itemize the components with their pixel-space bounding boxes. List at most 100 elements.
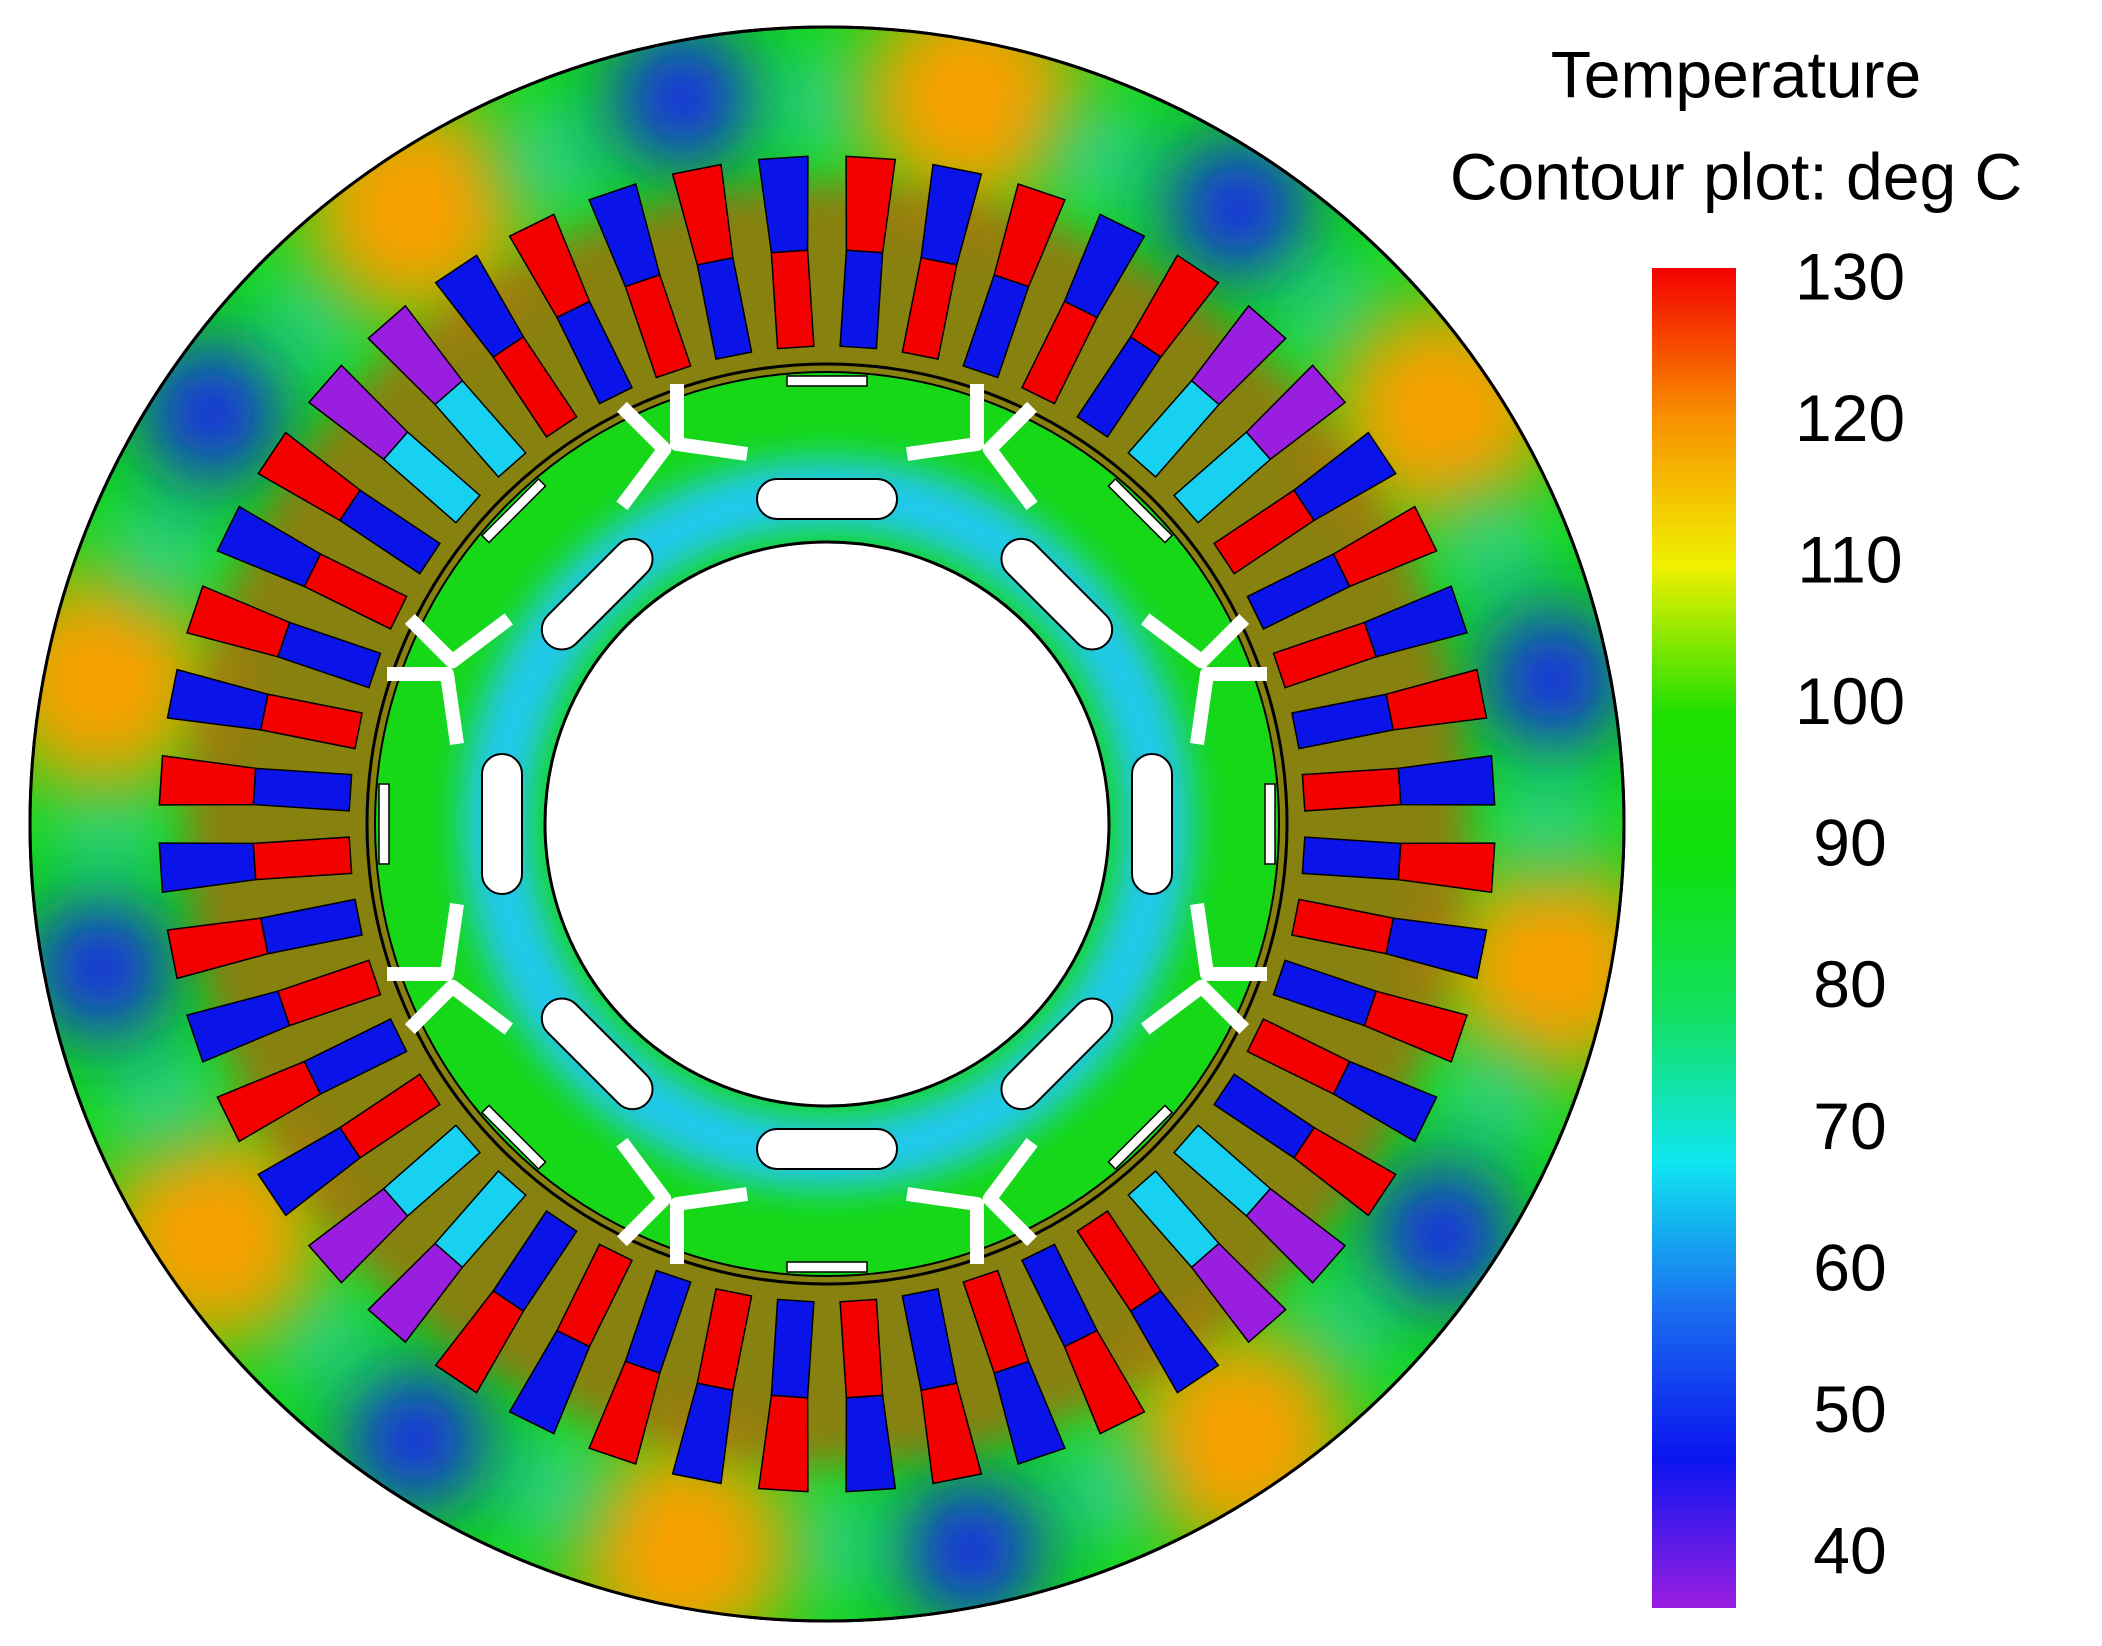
slot	[839, 1298, 884, 1399]
yoke-spot	[1047, 1434, 1158, 1545]
slot	[303, 1017, 408, 1096]
slot	[696, 256, 753, 360]
flux-barrier	[404, 401, 672, 669]
yoke-spot	[31, 898, 172, 1039]
magnet-slot	[756, 1128, 898, 1170]
pole	[404, 979, 672, 1247]
flux-barrier	[982, 979, 1250, 1247]
pole	[1131, 667, 1276, 981]
slot	[382, 1124, 481, 1217]
tick-label: 50	[1813, 1372, 1886, 1446]
pole	[404, 401, 672, 669]
slot	[624, 1269, 692, 1375]
tick-label: 100	[1795, 664, 1905, 738]
flux-barrier	[670, 1187, 984, 1264]
pole	[670, 1128, 984, 1273]
slot	[338, 489, 441, 575]
tick-label: 60	[1813, 1230, 1886, 1304]
pole	[982, 401, 1250, 669]
surface-slot	[378, 783, 390, 865]
slot	[1076, 335, 1162, 438]
flux-barrier	[982, 401, 1250, 669]
slot	[962, 273, 1030, 379]
flux-barrier	[387, 667, 464, 981]
slot	[1291, 898, 1395, 955]
slot	[382, 431, 481, 524]
magnet-slot	[1131, 753, 1173, 895]
slot	[338, 1073, 441, 1159]
yoke-spot	[1482, 609, 1623, 750]
yoke-spot	[141, 342, 282, 483]
colorbar-subtitle: Contour plot: deg C	[1450, 139, 2022, 213]
slot	[696, 1288, 753, 1392]
stator-slots	[158, 155, 1496, 1493]
slot	[901, 1288, 958, 1392]
yoke-spot	[106, 493, 217, 604]
surface-slot	[786, 375, 868, 387]
slot	[839, 249, 884, 350]
yoke-spot	[496, 103, 607, 214]
pole	[670, 375, 984, 520]
tick-label: 90	[1813, 806, 1886, 880]
pole	[378, 667, 523, 981]
slot	[1173, 1124, 1272, 1217]
yoke-spot	[1168, 138, 1309, 279]
slot	[492, 335, 578, 438]
yoke-spot	[1437, 1044, 1548, 1155]
slot	[555, 1243, 634, 1348]
yoke-spot	[612, 28, 753, 169]
surface-slot	[1107, 1104, 1174, 1171]
slot	[1246, 552, 1351, 631]
yoke-spot	[1437, 493, 1548, 604]
rotor-magnets	[378, 375, 1276, 1273]
flux-barrier	[1190, 667, 1267, 981]
slot	[901, 256, 958, 360]
slot	[1272, 959, 1378, 1027]
magnet-slot	[540, 997, 654, 1111]
slot	[770, 249, 815, 350]
slot	[492, 1210, 578, 1313]
colorbar-ticks: 130 120 110 100 90 80 70 60 50 40	[1795, 239, 1905, 1587]
slot	[1301, 836, 1402, 881]
tick-label: 120	[1795, 381, 1905, 455]
slot	[434, 1170, 527, 1269]
yoke-spot	[345, 1369, 486, 1510]
magnet-slot	[481, 753, 523, 895]
slot	[555, 300, 634, 405]
slot	[276, 959, 382, 1027]
pole	[982, 979, 1250, 1247]
slot	[1272, 621, 1378, 689]
yoke-spot	[52, 769, 162, 879]
tick-label: 110	[1797, 523, 1902, 597]
tick-label: 80	[1813, 947, 1886, 1021]
yoke-spot	[496, 1434, 607, 1545]
surface-slot	[786, 1261, 868, 1273]
slot	[303, 552, 408, 631]
magnet-slot	[756, 478, 898, 520]
slot	[434, 379, 527, 478]
surface-slot	[1264, 783, 1276, 865]
slot	[276, 621, 382, 689]
tick-label: 130	[1795, 239, 1905, 313]
slot	[259, 898, 363, 955]
slot	[259, 693, 363, 750]
yoke-spot	[1372, 1165, 1513, 1306]
slot	[770, 1298, 815, 1399]
slot	[1213, 489, 1316, 575]
magnet-slot	[540, 537, 654, 651]
yoke-spot	[106, 1044, 217, 1155]
slot	[252, 836, 353, 881]
yoke-spot	[901, 1479, 1042, 1620]
slot	[1246, 1017, 1351, 1096]
slot	[962, 1269, 1030, 1375]
yoke-spot	[772, 1489, 882, 1599]
slot	[1301, 767, 1402, 812]
air-gap	[365, 362, 1289, 1286]
outer-edge	[28, 25, 1626, 1623]
slot	[1127, 1170, 1220, 1269]
slot	[624, 273, 692, 379]
magnet-slot	[1000, 537, 1114, 651]
colorbar	[1652, 268, 1736, 1608]
